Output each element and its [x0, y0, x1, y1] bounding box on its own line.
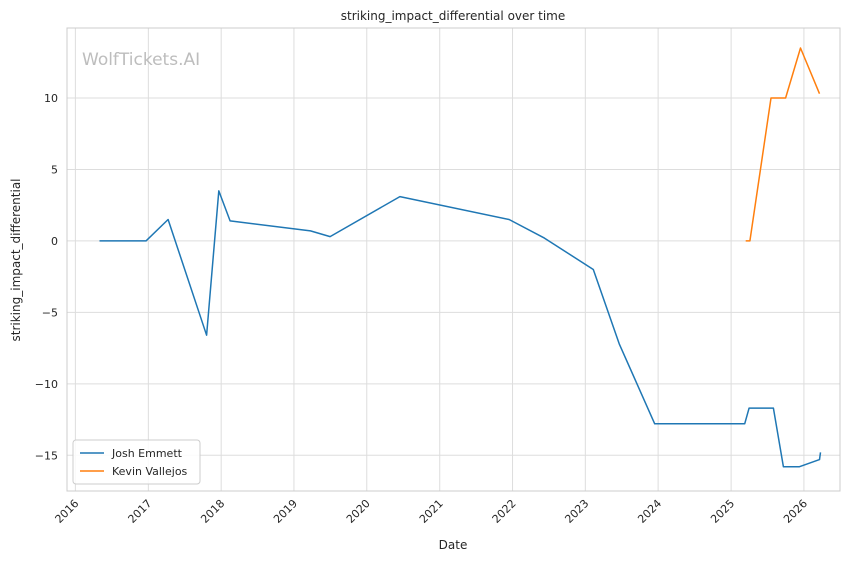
legend-box [72, 439, 201, 485]
y-axis-label: striking_impact_differential [9, 178, 23, 341]
chart-title: striking_impact_differential over time [341, 9, 566, 23]
series-line-josh-emmett [99, 190, 822, 468]
watermark-text: WolfTickets.AI [82, 50, 200, 70]
grid [67, 28, 840, 491]
series-lines [99, 47, 822, 468]
legend-label-kevin-vallejos: Kevin Vallejos [112, 465, 188, 478]
x-axis-label: Date [439, 538, 468, 552]
y-tick-label: 0 [51, 235, 58, 248]
plot-area-frame [66, 27, 841, 492]
y-tick-label: 5 [51, 163, 58, 176]
series-line-kevin-vallejos [745, 47, 821, 242]
y-tick-label: −15 [35, 449, 58, 462]
legend: Josh Emmett Kevin Vallejos [72, 439, 201, 485]
y-tick-labels: −15 −10 −5 0 5 10 [35, 92, 58, 462]
y-tick-label: 10 [44, 92, 58, 105]
y-tick-label: −10 [35, 378, 58, 391]
legend-label-josh-emmett: Josh Emmett [111, 447, 183, 460]
y-tick-label: −5 [42, 306, 58, 319]
